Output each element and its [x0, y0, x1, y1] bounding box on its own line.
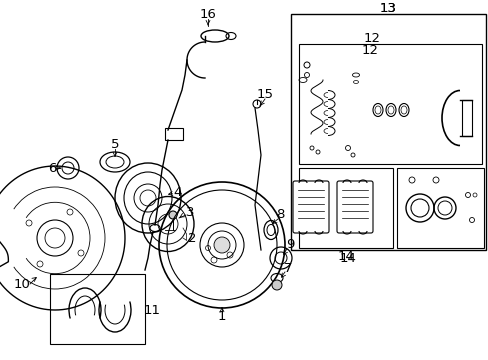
Text: 12: 12 — [363, 31, 380, 45]
Text: 13: 13 — [379, 1, 396, 14]
Text: 14: 14 — [339, 252, 356, 265]
FancyBboxPatch shape — [292, 181, 328, 233]
Bar — [50, 274, 145, 344]
Text: 1: 1 — [217, 310, 226, 323]
Circle shape — [271, 280, 282, 290]
FancyBboxPatch shape — [336, 181, 372, 233]
Text: 4: 4 — [173, 185, 182, 198]
Text: 15: 15 — [256, 89, 273, 102]
Bar — [298, 168, 392, 248]
Bar — [461, 100, 471, 136]
Text: 16: 16 — [199, 9, 216, 22]
Text: 3: 3 — [185, 206, 194, 219]
Text: 13: 13 — [379, 1, 396, 14]
Circle shape — [169, 211, 177, 219]
Text: 6: 6 — [48, 162, 56, 175]
Text: 10: 10 — [14, 279, 30, 292]
Text: 11: 11 — [143, 303, 160, 316]
Bar — [164, 128, 183, 140]
Text: 2: 2 — [187, 231, 196, 244]
Bar — [290, 14, 485, 250]
Text: 9: 9 — [285, 238, 294, 252]
Text: 7: 7 — [283, 261, 292, 274]
Text: 14: 14 — [337, 249, 354, 262]
Text: 5: 5 — [110, 139, 119, 152]
Bar — [396, 168, 483, 248]
Circle shape — [214, 237, 229, 253]
Text: 8: 8 — [275, 208, 284, 221]
Bar — [298, 44, 481, 164]
Text: 12: 12 — [361, 44, 378, 57]
